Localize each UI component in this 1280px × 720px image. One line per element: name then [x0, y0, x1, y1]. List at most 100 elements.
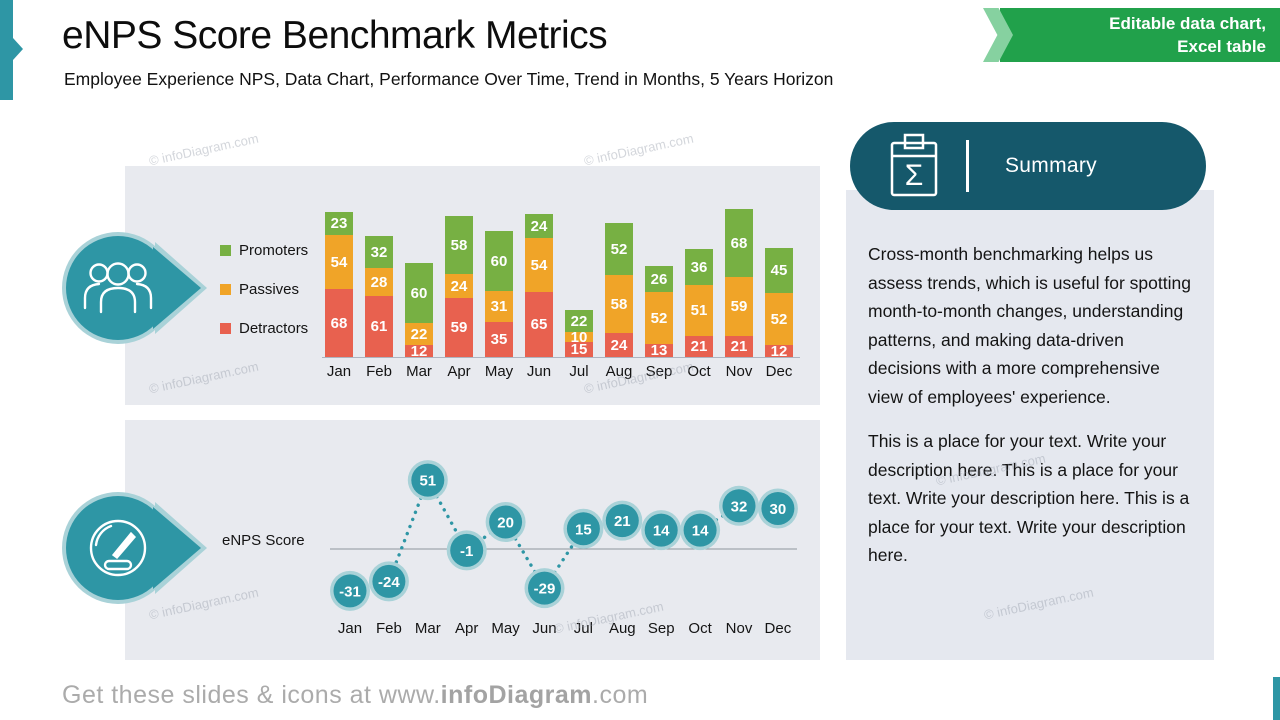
bar-x-label: Aug — [605, 363, 633, 380]
bar-chart-axis — [322, 357, 800, 358]
bar-x-label: Feb — [366, 363, 392, 380]
promoters-badge — [62, 232, 207, 344]
bar-x-label: Nov — [725, 363, 753, 380]
line-point-value: 32 — [731, 498, 748, 515]
bar-x-label: Mar — [406, 363, 432, 380]
ribbon-line1: Editable data chart, — [1109, 14, 1266, 33]
bar-segment-passives: 59 — [725, 277, 753, 336]
line-x-label: Sep — [648, 620, 675, 637]
summary-paragraph-2: This is a place for your text. Write you… — [868, 431, 1190, 565]
ribbon-line2: Excel table — [1177, 37, 1266, 56]
summary-header: Σ Summary — [850, 122, 1206, 210]
bar-segment-detractors: 21 — [685, 336, 713, 357]
bar-segment-detractors: 15 — [565, 342, 593, 357]
legend-item-detractors: Detractors — [220, 320, 308, 337]
bar-column-nov: 68 59 21 — [725, 209, 753, 357]
summary-text: Cross-month benchmarking helps us assess… — [868, 240, 1198, 586]
bar-segment-promoters: 45 — [765, 248, 793, 293]
line-x-label: Apr — [455, 620, 478, 637]
line-point-value: 30 — [770, 501, 787, 518]
gauge-icon — [89, 519, 147, 577]
footer-prefix: Get these slides & icons at www. — [62, 681, 441, 709]
bar-segment-promoters: 32 — [365, 236, 393, 268]
bar-segment-passives: 24 — [445, 274, 473, 298]
bar-column-mar: 60 22 12 — [405, 263, 433, 359]
bar-segment-detractors: 12 — [765, 344, 793, 359]
line-point-value: -24 — [378, 574, 400, 591]
line-x-label: Jun — [532, 620, 556, 637]
line-point-oct: 14 — [680, 510, 721, 551]
bar-segment-promoters: 68 — [725, 209, 753, 277]
line-point-value: 15 — [575, 521, 592, 538]
bar-segment-detractors: 59 — [445, 298, 473, 357]
bar-segment-detractors: 12 — [405, 344, 433, 359]
bar-x-label: Apr — [447, 363, 471, 380]
line-point-value: 20 — [497, 515, 514, 532]
enps-badge — [62, 492, 207, 604]
bar-column-jan: 23 54 68 — [325, 212, 353, 357]
watermark: © infoDiagram.com — [582, 130, 695, 169]
clipboard-sigma-icon: Σ — [890, 133, 938, 197]
bar-chart-panel: Promoters Passives Detractors 23 54 68 Jan 3… — [125, 166, 820, 405]
line-x-label: Feb — [376, 620, 402, 637]
line-x-label: Aug — [609, 620, 636, 637]
bar-segment-passives: 31 — [485, 291, 513, 322]
bar-segment-promoters: 36 — [685, 249, 713, 285]
bar-segment-detractors: 13 — [645, 343, 673, 358]
bar-segment-passives: 10 — [565, 330, 593, 345]
line-x-label: Oct — [688, 620, 712, 637]
line-point-may: 20 — [485, 502, 526, 542]
bar-segment-passives: 54 — [325, 235, 353, 289]
line-x-label: Jan — [338, 620, 362, 637]
legend-item-promoters: Promoters — [220, 242, 308, 259]
bar-column-dec: 45 52 12 — [765, 248, 793, 359]
line-x-label: Dec — [765, 620, 792, 637]
line-point-jan: -31 — [330, 570, 370, 611]
enps-score-label: eNPS Score — [222, 532, 305, 549]
bar-segment-detractors: 68 — [325, 289, 353, 357]
bar-column-may: 60 31 35 — [485, 231, 513, 357]
bar-x-label: May — [484, 363, 514, 380]
bar-segment-detractors: 65 — [525, 292, 553, 357]
page-title: eNPS Score Benchmark Metrics — [62, 14, 608, 57]
line-point-mar: 51 — [407, 460, 448, 501]
bar-segment-promoters: 60 — [485, 231, 513, 291]
ribbon: Editable data chart, Excel table — [983, 8, 1280, 62]
bottom-right-accent-bar — [1273, 677, 1280, 720]
line-point-value: 21 — [614, 513, 631, 530]
line-point-apr: -1 — [446, 530, 487, 571]
bar-segment-detractors: 35 — [485, 322, 513, 357]
bar-segment-promoters: 26 — [645, 266, 673, 292]
footer-brand: infoDiagram — [440, 681, 593, 709]
promoters-swatch-icon — [220, 245, 231, 256]
bar-x-label: Jul — [569, 363, 589, 380]
bar-chart-legend: Promoters Passives Detractors — [220, 242, 308, 337]
left-accent-bar — [0, 0, 13, 100]
line-point-jul: 15 — [563, 508, 604, 549]
bar-x-label: Jun — [526, 363, 552, 380]
line-point-value: -1 — [460, 543, 473, 560]
summary-title: Summary — [1005, 154, 1097, 177]
bar-x-label: Oct — [687, 363, 711, 380]
line-point-value: -29 — [534, 581, 556, 598]
detractors-swatch-icon — [220, 323, 231, 334]
watermark: © infoDiagram.com — [147, 130, 260, 169]
line-point-value: 14 — [653, 523, 670, 540]
bar-segment-passives: 52 — [645, 292, 673, 344]
line-x-label: Nov — [726, 620, 753, 637]
bar-segment-promoters: 24 — [525, 214, 553, 238]
line-point-jun: -29 — [524, 568, 565, 609]
legend-label: Passives — [239, 281, 300, 298]
bar-column-jul: 22 10 15 — [565, 310, 593, 357]
legend-item-passives: Passives — [220, 281, 308, 298]
legend-label: Detractors — [239, 320, 309, 337]
page-subtitle: Employee Experience NPS, Data Chart, Per… — [64, 69, 834, 89]
line-point-value: 14 — [692, 523, 709, 540]
summary-paragraph-1: Cross-month benchmarking helps us assess… — [868, 244, 1191, 407]
bar-segment-detractors: 61 — [365, 296, 393, 357]
bar-segment-promoters: 60 — [405, 263, 433, 323]
bar-column-aug: 52 58 24 — [605, 223, 633, 357]
bar-segment-promoters: 22 — [565, 310, 593, 332]
line-chart-panel: eNPS Score -31 -24 51 -1 20 -29 15 21 14 14 32 30 Ja… — [125, 420, 820, 660]
line-point-value: -31 — [339, 583, 361, 600]
